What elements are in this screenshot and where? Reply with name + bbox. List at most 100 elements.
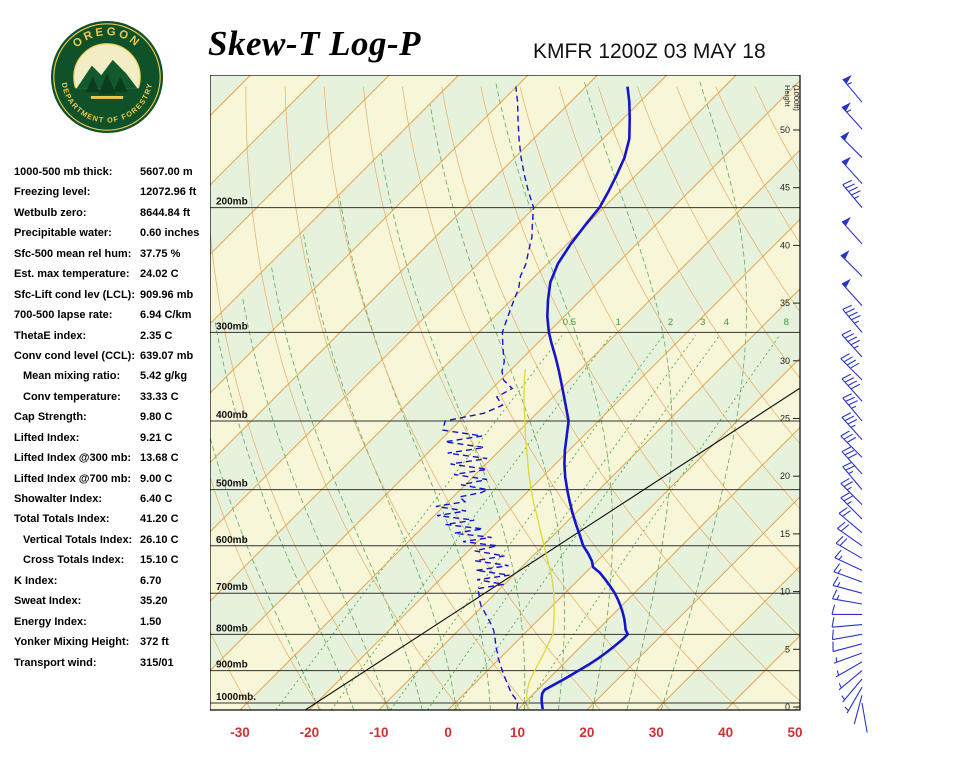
- index-value: 12072.96 ft: [140, 186, 196, 198]
- svg-text:20: 20: [579, 725, 594, 740]
- index-label: K Index:: [14, 575, 140, 587]
- index-value: 8644.84 ft: [140, 207, 190, 219]
- index-label: Mean mixing ratio:: [23, 370, 140, 382]
- index-row: Yonker Mixing Height:372 ft: [14, 636, 219, 656]
- svg-text:-20: -20: [300, 725, 320, 740]
- index-label: ThetaE index:: [14, 330, 140, 342]
- index-value: 315/01: [140, 657, 174, 669]
- svg-text:8: 8: [784, 317, 789, 328]
- svg-text:600mb: 600mb: [216, 535, 248, 546]
- wind-barb: [842, 102, 862, 129]
- isotherm-bands: [210, 75, 810, 710]
- index-row: 700-500 lapse rate:6.94 C/km: [14, 309, 219, 329]
- wind-barb: [832, 617, 862, 627]
- index-value: 26.10 C: [140, 534, 179, 546]
- wind-barb: [834, 653, 862, 663]
- index-value: 6.94 C/km: [140, 309, 191, 321]
- index-label: Freezing level:: [14, 186, 140, 198]
- wind-barb: [841, 250, 862, 276]
- index-value: 35.20: [140, 595, 168, 607]
- svg-text:30: 30: [649, 725, 664, 740]
- wind-barb: [842, 217, 862, 244]
- index-label: Yonker Mixing Height:: [14, 636, 140, 648]
- index-value: 9.21 C: [140, 432, 172, 444]
- wind-barb: [833, 642, 862, 652]
- index-row: Cross Totals Index:15.10 C: [14, 554, 219, 574]
- svg-text:40: 40: [780, 240, 790, 250]
- svg-text:40: 40: [718, 725, 733, 740]
- index-value: 13.68 C: [140, 452, 179, 464]
- logo-seal: OREGON DEPARTMENT OF FORESTRY: [50, 20, 164, 134]
- index-value: 372 ft: [140, 636, 169, 648]
- svg-text:5: 5: [785, 644, 790, 654]
- index-row: Freezing level:12072.96 ft: [14, 186, 219, 206]
- index-label: Total Totals Index:: [14, 513, 140, 525]
- index-row: Sfc-500 mean rel hum:37.75 %: [14, 248, 219, 268]
- index-row: Transport wind:315/01: [14, 657, 219, 677]
- index-row: Sweat Index:35.20: [14, 595, 219, 615]
- wind-barb: [842, 279, 862, 306]
- index-row: Vertical Totals Index:26.10 C: [14, 534, 219, 554]
- index-row: 1000-500 mb thick:5607.00 m: [14, 166, 219, 186]
- index-value: 5607.00 m: [140, 166, 193, 178]
- wind-barb: [841, 131, 862, 157]
- wind-barb: [837, 522, 862, 546]
- svg-text:10: 10: [780, 587, 790, 597]
- wind-barb: [843, 305, 862, 332]
- wind-barb: [835, 550, 862, 570]
- index-value: 37.75 %: [140, 248, 180, 260]
- svg-text:4: 4: [724, 317, 729, 328]
- index-value: 9.00 C: [140, 473, 172, 485]
- index-value: 5.42 g/kg: [140, 370, 187, 382]
- svg-text:-30: -30: [230, 725, 250, 740]
- wind-barb: [832, 630, 862, 640]
- svg-text:400mb: 400mb: [216, 410, 248, 421]
- index-value: 9.80 C: [140, 411, 172, 423]
- index-label: Energy Index:: [14, 616, 140, 628]
- index-row: Conv cond level (CCL):639.07 mb: [14, 350, 219, 370]
- index-label: Wetbulb zero:: [14, 207, 140, 219]
- index-label: Lifted Index @700 mb:: [14, 473, 140, 485]
- index-label: Cap Strength:: [14, 411, 140, 423]
- index-value: 639.07 mb: [140, 350, 193, 362]
- svg-text:0: 0: [785, 702, 790, 712]
- index-label: Cross Totals Index:: [23, 554, 140, 566]
- wind-barb: [834, 564, 862, 582]
- station-datetime: KMFR 1200Z 03 MAY 18: [533, 40, 766, 64]
- wind-barb: [842, 157, 862, 184]
- index-label: Sfc-Lift cond lev (LCL):: [14, 289, 140, 301]
- wind-barb: [836, 662, 862, 677]
- wind-barb: [842, 330, 862, 357]
- wind-barb: [845, 687, 862, 713]
- wind-barb: [841, 354, 862, 380]
- index-row: Lifted Index @700 mb:9.00 C: [14, 473, 219, 493]
- wind-barb: [843, 75, 862, 102]
- svg-text:20: 20: [780, 471, 790, 481]
- svg-text:0: 0: [444, 725, 452, 740]
- wind-barb: [832, 605, 862, 615]
- index-label: 700-500 lapse rate:: [14, 309, 140, 321]
- index-row: Conv temperature:33.33 C: [14, 391, 219, 411]
- wind-barb-column: [798, 60, 948, 760]
- svg-text:200mb: 200mb: [216, 197, 248, 208]
- index-row: Total Totals Index:41.20 C: [14, 513, 219, 533]
- index-label: Conv temperature:: [23, 391, 140, 403]
- index-row: Mean mixing ratio:5.42 g/kg: [14, 370, 219, 390]
- svg-text:300mb: 300mb: [216, 321, 248, 332]
- svg-text:3: 3: [700, 317, 705, 328]
- svg-text:30: 30: [780, 356, 790, 366]
- height-axis-title: Height: [783, 85, 792, 108]
- wind-barb: [862, 703, 867, 733]
- svg-text:-10: -10: [369, 725, 389, 740]
- odf-logo: OREGON DEPARTMENT OF FORESTRY: [50, 20, 164, 134]
- index-row: Lifted Index @300 mb:13.68 C: [14, 452, 219, 472]
- wind-barb: [836, 536, 862, 558]
- page-title: Skew-T Log-P: [208, 24, 421, 64]
- index-row: Wetbulb zero:8644.84 ft: [14, 207, 219, 227]
- index-value: 6.70: [140, 575, 161, 587]
- index-label: Lifted Index @300 mb:: [14, 452, 140, 464]
- svg-text:1: 1: [616, 317, 621, 328]
- svg-text:10: 10: [510, 725, 525, 740]
- index-value: 6.40 C: [140, 493, 172, 505]
